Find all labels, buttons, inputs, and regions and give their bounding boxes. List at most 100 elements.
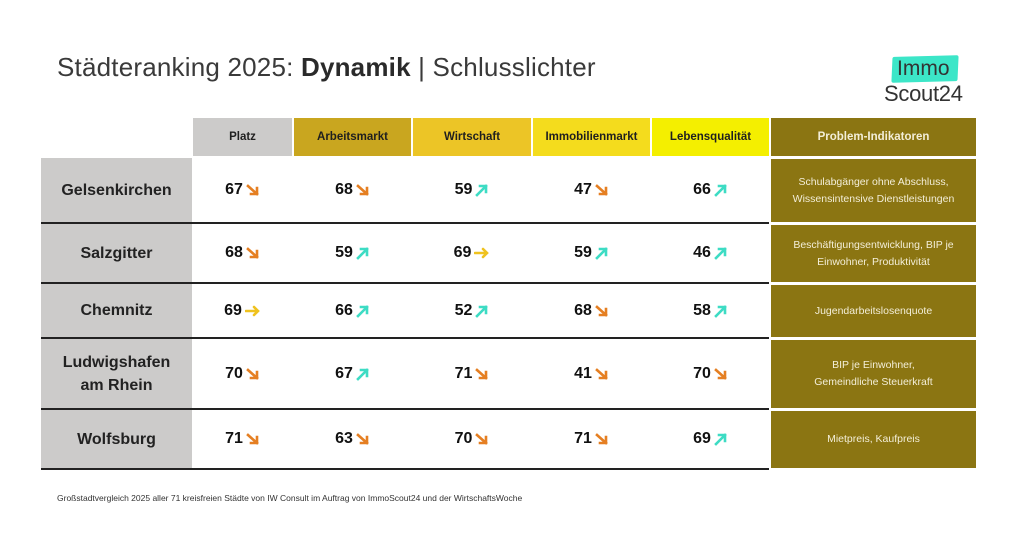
row-divider [41, 282, 769, 284]
arrow-right-icon [244, 304, 261, 318]
arrow-down-right-icon [714, 367, 728, 381]
arrow-down-right-icon [595, 432, 609, 446]
arrow-down-right-icon [475, 367, 489, 381]
row-divider [41, 337, 769, 339]
city-label: Ludwigshafen am Rhein [62, 353, 171, 394]
score-value: 66 [693, 181, 711, 198]
city-label: Salzgitter [80, 244, 153, 262]
score-value: 68 [574, 301, 592, 319]
column-header-wirtschaft: Wirtschaft [413, 118, 531, 156]
arrow-right-icon [474, 246, 490, 260]
arrow-up-right-icon [475, 183, 489, 197]
score-cell-wirtschaft: 59 [413, 158, 531, 222]
footnote: Großstadtvergleich 2025 aller 71 kreisfr… [57, 493, 523, 503]
problem-separator [771, 408, 976, 410]
arrow-up-right-icon [356, 304, 370, 318]
arrow-up-right-icon [595, 246, 609, 260]
score-value: 41 [574, 364, 592, 382]
immoscout24-logo: Immo Scout24 [884, 55, 976, 108]
arrow-down-right-icon [246, 432, 260, 446]
score-value: 47 [574, 181, 592, 198]
score-cell-immobilienmarkt: 71 [533, 410, 650, 468]
score-value: 52 [454, 301, 473, 319]
score-value: 59 [454, 181, 473, 198]
score-cell-immobilienmarkt: 47 [533, 158, 650, 222]
score-cell-platz: 67 [193, 158, 292, 222]
score-value: 71 [454, 364, 473, 382]
row-divider [41, 468, 769, 470]
score-cell-arbeitsmarkt: 59 [294, 224, 411, 282]
score-value: 67 [335, 364, 353, 382]
score-value: 69 [453, 244, 472, 261]
arrow-up-right-icon [356, 246, 370, 260]
arrow-down-right-icon [356, 183, 370, 197]
row-divider [41, 408, 769, 410]
arrow-up-right-icon [714, 304, 728, 318]
arrow-up-right-icon [356, 367, 370, 381]
score-value: 68 [225, 244, 243, 261]
column-header-immobilienmarkt: Immobilienmarkt [533, 118, 650, 156]
city-label: Gelsenkirchen [61, 181, 172, 199]
score-cell-platz: 71 [193, 410, 292, 468]
score-value: 69 [693, 430, 711, 447]
score-value: 71 [225, 430, 243, 447]
score-cell-wirtschaft: 69 [413, 224, 531, 282]
score-cell-arbeitsmarkt: 66 [294, 284, 411, 337]
column-header-problem: Problem-Indikatoren [771, 118, 976, 156]
arrow-down-right-icon [246, 367, 260, 381]
arrow-up-right-icon [714, 246, 728, 260]
score-value: 59 [574, 244, 592, 261]
problem-indicators: BIP je Einwohner, Gemeindliche Steuerkra… [771, 340, 976, 408]
score-cell-arbeitsmarkt: 68 [294, 158, 411, 222]
arrow-down-right-icon [595, 367, 609, 381]
score-cell-platz: 68 [193, 224, 292, 282]
city-label: Chemnitz [80, 302, 153, 319]
arrow-up-right-icon [475, 304, 489, 318]
title-bold: Dynamik [300, 52, 411, 82]
city-name: Chemnitz [41, 284, 192, 337]
logo-line2: Scout24 [884, 81, 963, 106]
score-cell-wirtschaft: 52 [413, 284, 531, 337]
column-header-arbeitsmarkt: Arbeitsmarkt [294, 118, 411, 156]
problem-indicators: Schulabgänger ohne Abschluss, Wissensint… [771, 159, 976, 222]
title-suffix: | Schlusslichter [410, 52, 596, 82]
problem-text: Schulabgänger ohne Abschluss, Wissensint… [792, 175, 955, 205]
score-cell-lebensqualitaet: 66 [652, 158, 769, 222]
city-name: Ludwigshafen am Rhein [41, 339, 192, 408]
score-value: 58 [693, 301, 711, 319]
score-value: 63 [335, 430, 353, 447]
row-divider [41, 222, 769, 224]
arrow-down-right-icon [246, 183, 260, 197]
page-title: Städteranking 2025: Dynamik | Schlusslic… [57, 52, 596, 83]
score-cell-immobilienmarkt: 41 [533, 339, 650, 408]
score-value: 59 [335, 244, 353, 261]
problem-text: Jugendarbeitslosenquote [814, 304, 933, 317]
arrow-down-right-icon [595, 304, 609, 318]
title-prefix: Städteranking 2025: [57, 52, 301, 82]
score-value: 70 [225, 364, 243, 382]
problem-indicators: Mietpreis, Kaufpreis [771, 411, 976, 468]
score-cell-platz: 70 [193, 339, 292, 408]
problem-text: Beschäftigungsentwicklung, BIP je Einwoh… [793, 238, 954, 268]
score-value: 70 [693, 364, 711, 382]
score-cell-immobilienmarkt: 59 [533, 224, 650, 282]
arrow-up-right-icon [714, 183, 728, 197]
score-cell-lebensqualitaet: 70 [652, 339, 769, 408]
arrow-down-right-icon [595, 183, 609, 197]
score-value: 69 [224, 301, 242, 319]
score-cell-lebensqualitaet: 46 [652, 224, 769, 282]
arrow-down-right-icon [475, 432, 489, 446]
column-header-lebensqualitaet: Lebensqualität [652, 118, 769, 156]
score-value: 70 [454, 430, 473, 447]
score-cell-wirtschaft: 70 [413, 410, 531, 468]
problem-text: Mietpreis, Kaufpreis [827, 433, 920, 445]
problem-separator [771, 282, 976, 284]
score-cell-platz: 69 [193, 284, 292, 337]
score-cell-arbeitsmarkt: 63 [294, 410, 411, 468]
score-cell-immobilienmarkt: 68 [533, 284, 650, 337]
city-label: Wolfsburg [77, 430, 156, 448]
problem-indicators: Jugendarbeitslosenquote [771, 285, 976, 337]
score-value: 68 [335, 181, 353, 198]
problem-indicators: Beschäftigungsentwicklung, BIP je Einwoh… [771, 225, 976, 282]
score-cell-lebensqualitaet: 69 [652, 410, 769, 468]
